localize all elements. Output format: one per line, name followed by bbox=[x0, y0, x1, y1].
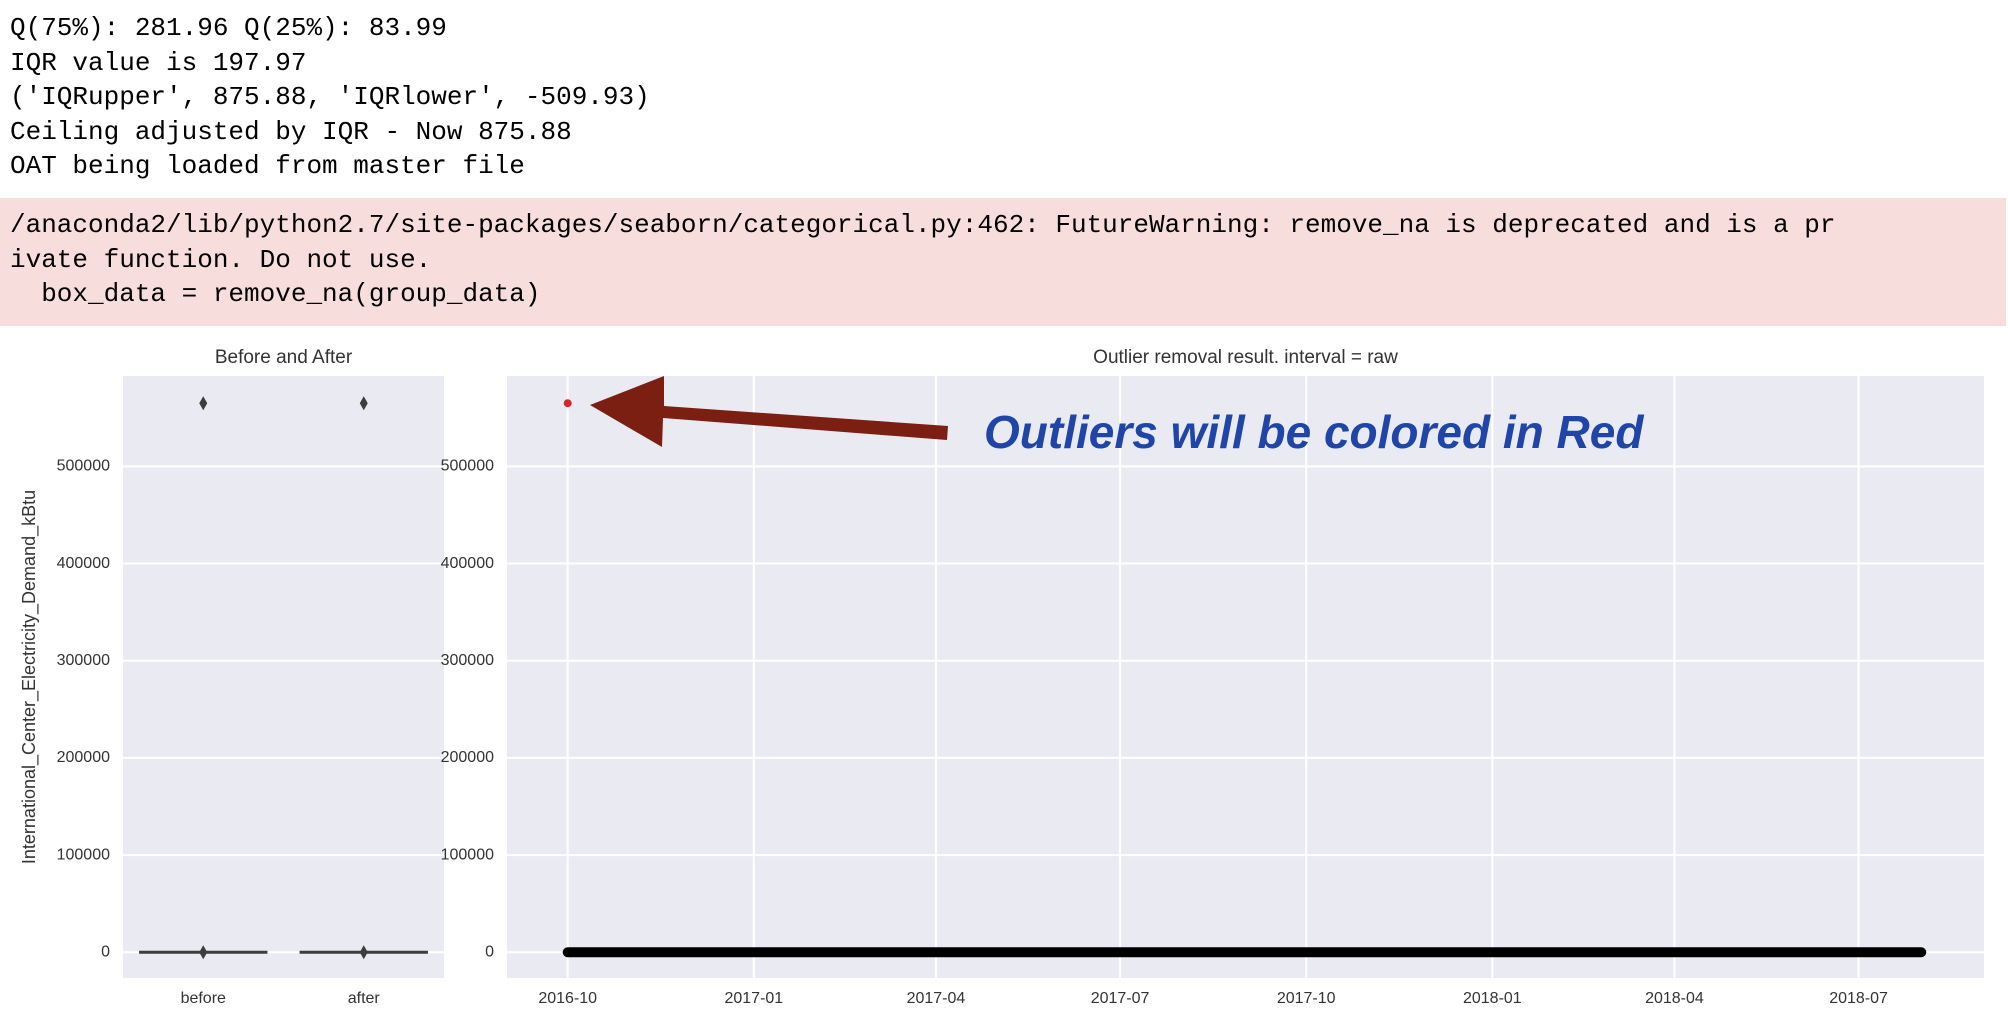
x-tick-label: 2018-07 bbox=[1829, 990, 1888, 1007]
y-tick-label: 500000 bbox=[441, 458, 494, 475]
warning: /anaconda2/lib/python2.7/site-packages/s… bbox=[0, 198, 2006, 326]
y-tick-label: 400000 bbox=[441, 555, 494, 572]
x-tick-label: after bbox=[348, 990, 381, 1007]
y-tick-label: 500000 bbox=[57, 458, 110, 475]
text-line: ivate function. Do not use. bbox=[10, 244, 432, 275]
y-axis-label: International_Center_Electricity_Demand_… bbox=[19, 490, 40, 864]
text-line: Q(75%): 281.96 Q(25%): 83.99 bbox=[10, 13, 447, 43]
plot-area bbox=[123, 376, 444, 978]
chart-title: Before and After bbox=[215, 347, 353, 368]
x-tick-label: 2017-01 bbox=[724, 990, 783, 1007]
outlier bbox=[199, 396, 208, 411]
text-line: Ceiling adjusted by IQR - Now 875.88 bbox=[10, 116, 572, 147]
y-tick-label: 100000 bbox=[441, 846, 494, 863]
arrow bbox=[590, 376, 948, 447]
y-tick-label: 400000 bbox=[57, 555, 110, 572]
outlier-point bbox=[563, 399, 572, 408]
text-line: box_data = remove_na(group_data) bbox=[10, 279, 541, 309]
y-tick-label: 0 bbox=[101, 943, 110, 960]
y-tick-label: 300000 bbox=[441, 652, 494, 669]
y-tick-label: 100000 bbox=[57, 846, 110, 863]
x-tick-label: 2017-10 bbox=[1277, 990, 1336, 1007]
text-line: /anaconda2/lib/python2.7/site-packages/s… bbox=[10, 210, 1836, 240]
x-tick-label: 2018-01 bbox=[1463, 990, 1522, 1007]
box-center bbox=[199, 945, 208, 960]
y-tick-label: 0 bbox=[485, 943, 494, 960]
text-line: OAT being loaded from master file bbox=[10, 151, 525, 181]
chart-title: Outlier removal result. interval = raw bbox=[1093, 347, 1398, 368]
y-tick-label: 200000 bbox=[57, 749, 110, 766]
text-line: IQR value is 197.97 bbox=[10, 47, 307, 78]
text-line: ('IQRupper', 875.88, 'IQRlower', -509.93… bbox=[10, 82, 650, 112]
output: Q(75%): 281.96 Q(25%): 83.99 IQR value is… bbox=[10, 11, 650, 184]
x-tick-label: 2017-07 bbox=[1091, 990, 1150, 1007]
outlier bbox=[359, 396, 368, 411]
y-tick-label: 200000 bbox=[441, 749, 494, 766]
x-tick-label: 2017-04 bbox=[907, 990, 966, 1007]
annotation: Outliers will be colored in Red bbox=[984, 406, 1644, 458]
y-tick-label: 300000 bbox=[57, 652, 110, 669]
x-tick-label: 2018-04 bbox=[1645, 990, 1704, 1007]
x-tick-label: before bbox=[181, 990, 226, 1007]
x-tick-label: 2016-10 bbox=[538, 990, 597, 1007]
box-center bbox=[359, 945, 368, 960]
